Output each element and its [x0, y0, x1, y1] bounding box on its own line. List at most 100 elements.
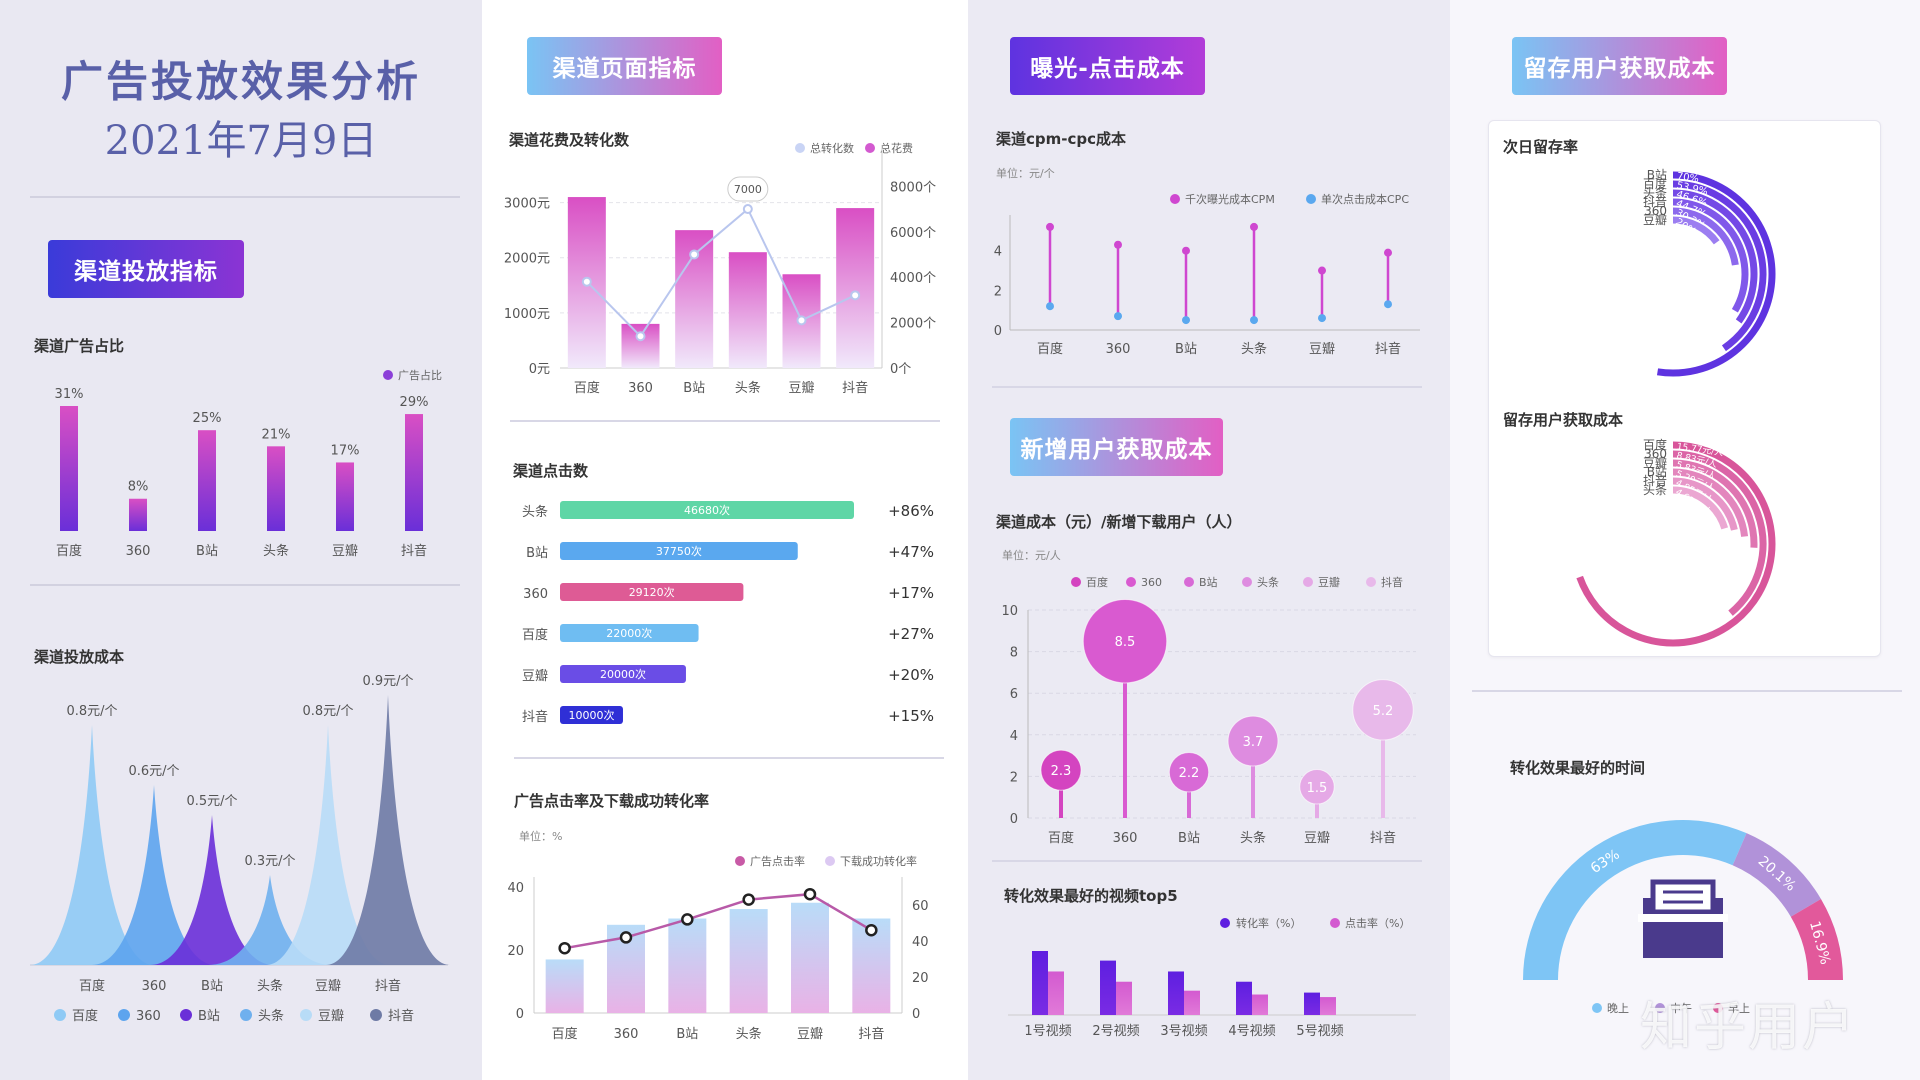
x-tick: B站: [201, 979, 223, 994]
ring-category: 头条: [1643, 186, 1667, 200]
legend-swatch-spend: [865, 143, 875, 153]
peak-豆瓣: [266, 725, 390, 965]
legend-label: 头条: [1257, 575, 1279, 589]
legend-swatch-conv: [1220, 918, 1230, 928]
cpm-cpc-chart: 千次曝光成本CPM 单次点击成本CPC 0 2 4 百度 360 B站 头条 豆瓣 抖音: [994, 192, 1420, 357]
x-tick: 豆瓣: [332, 544, 358, 559]
conversion-point-360: [635, 331, 646, 342]
bar-抖音: [405, 414, 423, 531]
chart-title-top5: 转化效果最好的视频top5: [1004, 887, 1178, 905]
ctr-point-抖音: [865, 923, 878, 937]
bar-百度: [60, 406, 78, 531]
peak-label: 0.8元/个: [66, 704, 117, 719]
ring-category: 百度: [1643, 176, 1667, 191]
x-tick: 头条: [735, 380, 761, 396]
growth-label: +20%: [888, 666, 934, 684]
y-tick-right: 4000个: [890, 271, 936, 286]
y-tick-left: 1000元: [504, 307, 550, 322]
y-tick-left: 20: [507, 944, 524, 959]
y-tick: 抖音: [522, 709, 548, 725]
x-tick: 1号视频: [1024, 1024, 1071, 1039]
legend-swatch-cpm: [1170, 194, 1180, 204]
cpm-point-B站: [1182, 246, 1190, 255]
peak-label: 0.8元/个: [302, 704, 353, 719]
ring-豆瓣: [1672, 459, 1758, 548]
y-tick-left: 3000元: [504, 197, 550, 212]
legend-swatch: [1303, 577, 1313, 587]
x-tick: 百度: [1048, 830, 1074, 846]
bar-label: 8%: [128, 480, 149, 495]
section-tag-channel-delivery: 渠道投放指标: [48, 240, 244, 298]
divider: [992, 860, 1422, 862]
ctr-bar-2号视频: [1116, 981, 1132, 1015]
ring-豆瓣: [1672, 216, 1720, 245]
legend-swatch: [370, 1009, 382, 1021]
dl-bar-头条: [729, 909, 768, 1013]
legend-label: 头条: [258, 1008, 284, 1024]
column-2: [482, 0, 968, 1080]
ctr-point-豆瓣: [803, 887, 817, 901]
y-tick: B站: [526, 546, 548, 561]
cpc-point-B站: [1182, 316, 1190, 325]
conversion-point-抖音: [850, 290, 861, 301]
legend-swatch: [1655, 1003, 1665, 1013]
legend-label-share: 广告占比: [398, 368, 442, 382]
x-tick: 360: [126, 544, 151, 559]
x-tick: 抖音: [842, 380, 868, 396]
section-tag-exposure-click: 曝光-点击成本: [1010, 37, 1205, 95]
x-tick: 5号视频: [1296, 1024, 1343, 1039]
x-tick: 豆瓣: [1309, 342, 1335, 357]
bubble-label: 2.2: [1179, 766, 1200, 781]
x-tick: 360: [614, 1027, 639, 1042]
growth-label: +27%: [888, 625, 934, 643]
growth-label: +86%: [888, 502, 934, 520]
legend-label: 豆瓣: [318, 1009, 344, 1024]
conv-bar-2号视频: [1100, 960, 1116, 1015]
legend-label: B站: [198, 1009, 220, 1024]
legend-swatch: [1713, 1003, 1723, 1013]
legend-swatch: [118, 1009, 130, 1021]
bubble-label: 8.5: [1115, 635, 1136, 650]
y-tick-right: 0: [912, 1007, 920, 1022]
ctr-point-360: [619, 931, 633, 944]
y-tick: 2: [1010, 770, 1018, 785]
legend-swatch-dl: [825, 856, 835, 866]
section-tag-retention: 留存用户获取成本: [1512, 37, 1727, 95]
ring-category: 360: [1644, 204, 1667, 218]
cost-chart: 0.8元/个百度 0.6元/个 360 0.5元/个 B站 0.3元/个头条 0.8元/个豆…: [30, 674, 450, 1024]
x-tick: 360: [142, 979, 167, 994]
y-tick-left: 2000元: [504, 252, 550, 267]
y-tick-right: 0个: [890, 362, 911, 377]
legend-label-conv: 总转化数: [810, 141, 854, 155]
spend-bar-抖音: [836, 208, 875, 368]
chart-title-ad-share: 渠道广告占比: [34, 337, 125, 355]
click-bar-label: 46680次: [684, 503, 730, 517]
bubble-label: 1.5: [1307, 781, 1328, 796]
chart-title-clicks: 渠道点击数: [513, 462, 589, 480]
ring-360: [1672, 207, 1739, 266]
x-tick: 抖音: [375, 978, 401, 994]
legend-swatch: [1071, 577, 1081, 587]
divider: [510, 420, 940, 422]
y-tick-left: 0元: [529, 362, 550, 377]
y-tick: 6: [1010, 687, 1018, 702]
ctr-bar-3号视频: [1184, 990, 1200, 1015]
bubble-360: [1082, 598, 1168, 684]
y-tick: 头条: [522, 504, 548, 520]
bar-label: 29%: [400, 395, 429, 410]
peak-label: 0.3元/个: [244, 854, 295, 869]
spend-bar-头条: [728, 252, 767, 368]
growth-label: +15%: [888, 707, 934, 725]
legend-swatch: [1592, 1003, 1602, 1013]
x-tick: 头条: [257, 978, 283, 994]
click-bar-label: 22000次: [606, 626, 652, 640]
ctr-bar-1号视频: [1048, 971, 1064, 1015]
x-tick: 豆瓣: [788, 381, 814, 396]
ring-头条: [1672, 189, 1758, 324]
bar-B站: [198, 430, 216, 531]
y-tick: 0: [1010, 812, 1018, 827]
legend-swatch: [180, 1009, 192, 1021]
inbox-icon-slot: [1638, 914, 1728, 922]
legend-label: 晚上: [1607, 1002, 1629, 1015]
ctr-point-百度: [558, 941, 571, 955]
